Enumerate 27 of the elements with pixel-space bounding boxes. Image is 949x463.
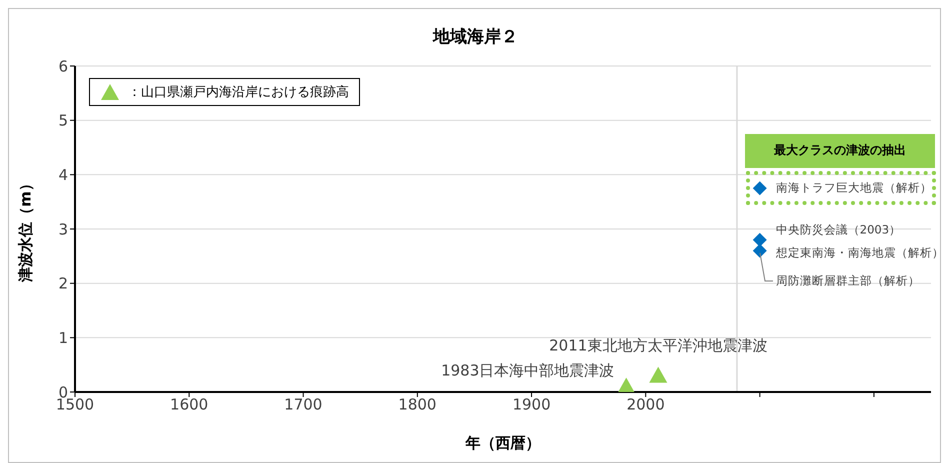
y-tick-label: 5 xyxy=(58,112,68,130)
y-axis-title: 津波水位（m） xyxy=(16,176,34,283)
heading-box: 最大クラスの津波の抽出 xyxy=(745,134,935,168)
annotation: 中央防災会議（2003） xyxy=(776,222,902,238)
x-tick-label: 1800 xyxy=(398,396,436,414)
y-tick-label: 4 xyxy=(58,166,68,184)
annotation: 2011東北地方太平洋沖地震津波 xyxy=(549,336,768,356)
annotation: 1983日本海中部地震津波 xyxy=(441,361,614,380)
x-tick-label: 1900 xyxy=(512,396,551,414)
x-tick-label: 1700 xyxy=(284,396,322,414)
annotation: 南海トラフ巨大地震（解析） xyxy=(776,180,932,196)
point xyxy=(649,366,668,383)
y-tick-label: 6 xyxy=(58,57,68,76)
x-tick-label: 2000 xyxy=(626,396,665,414)
point xyxy=(752,244,767,258)
x-axis-title: 年（西暦） xyxy=(464,434,540,452)
y-tick-label: 1 xyxy=(58,328,68,347)
point xyxy=(752,232,767,247)
annotation: 想定東南海・南海地震（解析） xyxy=(776,245,944,260)
y-tick-label: 2 xyxy=(58,274,68,293)
point xyxy=(617,378,636,392)
y-tick-label: 3 xyxy=(58,220,68,238)
chart-title: 地域海岸２ xyxy=(432,26,519,48)
point xyxy=(752,181,767,196)
x-tick-label: 1600 xyxy=(170,396,208,414)
annotation: 周防灘断層群主部（解析） xyxy=(776,273,920,288)
legend-label: ：山口県瀬戸内海沿岸における痕跡高 xyxy=(128,84,349,101)
